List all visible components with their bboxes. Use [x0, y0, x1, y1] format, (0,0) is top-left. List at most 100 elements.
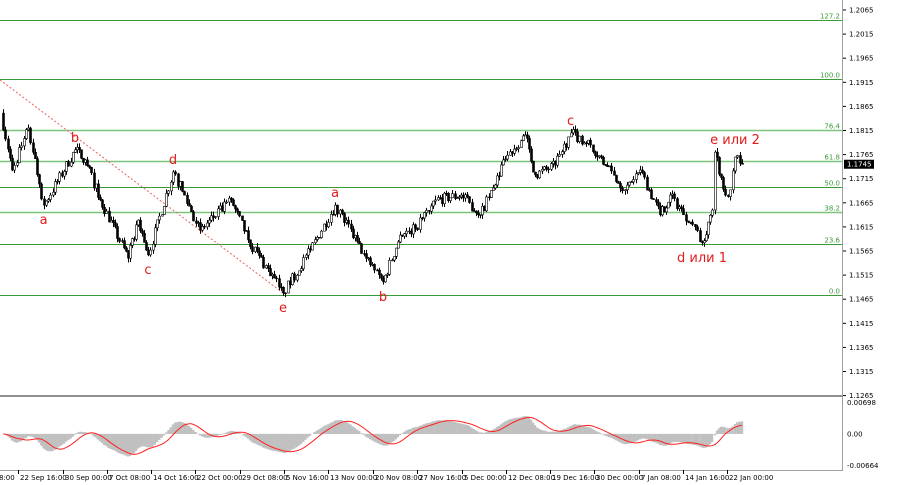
histogram-bar [109, 433, 112, 450]
histogram-bar [77, 431, 81, 434]
histogram-bar [444, 420, 448, 434]
histogram-bar [317, 429, 321, 434]
candles [2, 109, 744, 298]
candle [574, 125, 577, 136]
candle [49, 192, 52, 203]
histogram-bar [149, 433, 152, 448]
histogram-bar [94, 433, 97, 438]
price-tick-label: 1.1865 [849, 103, 874, 111]
candle [114, 219, 117, 229]
histogram-bar [599, 433, 602, 434]
trend-line[interactable] [0, 79, 284, 294]
candle [163, 205, 166, 215]
candle [594, 150, 597, 159]
histogram-bar [425, 423, 428, 434]
histogram-bar [360, 433, 363, 434]
histogram-bar [478, 432, 482, 434]
histogram-bar [431, 421, 435, 434]
candle [16, 159, 19, 168]
histogram-bar [344, 421, 348, 434]
histogram-bar [64, 433, 68, 442]
candle [694, 224, 697, 231]
fibonacci-retracement[interactable]: 127.2 100.0 76.4 61.8 50.0 38.2 23.6 0.0 [0, 13, 842, 296]
candle [327, 218, 330, 229]
price-axis[interactable]: 1.2065 1.2015 1.1965 1.1915 1.1865 1.1815 1.17… [843, 7, 874, 401]
histogram-bar [223, 433, 226, 434]
candle [485, 194, 488, 213]
candle [714, 150, 717, 215]
candle [95, 183, 98, 192]
price-tick-label: 1.1615 [849, 223, 874, 231]
histogram-bar [120, 433, 123, 454]
histogram-bar [643, 433, 646, 439]
candle [652, 198, 655, 200]
candle [262, 254, 265, 269]
histogram-bar [717, 428, 721, 434]
time-tick-label: 5 Nov 16:00 [286, 474, 329, 482]
candle [2, 109, 5, 132]
histogram-bar [413, 427, 417, 434]
candle [63, 169, 66, 180]
histogram-bar [275, 433, 278, 452]
candle [610, 163, 613, 174]
candle [619, 181, 622, 193]
wave-label: a [40, 213, 48, 228]
histogram-bar [733, 424, 737, 434]
histogram-bar [476, 431, 480, 434]
histogram-bar [459, 423, 463, 434]
histogram-bar [227, 431, 230, 434]
candle [97, 179, 100, 200]
candle [13, 162, 16, 174]
oscillator-pane[interactable] [2, 416, 744, 457]
candle [517, 145, 520, 153]
histogram-bar [169, 427, 172, 434]
histogram-bar [379, 433, 383, 445]
histogram-bar [69, 433, 72, 439]
histogram-bar [525, 416, 529, 434]
histogram-bar [136, 433, 140, 449]
histogram-bar [46, 433, 50, 452]
histogram-bar [614, 433, 617, 441]
candle [741, 159, 744, 165]
candle [221, 202, 224, 212]
candle [219, 202, 222, 210]
candle [192, 209, 195, 222]
histogram-bar [702, 433, 706, 448]
histogram-bar [529, 419, 533, 434]
candle [541, 166, 544, 175]
price-tick-label: 1.1365 [849, 344, 874, 352]
candle [496, 172, 499, 188]
candle [466, 191, 469, 199]
candle [547, 166, 550, 174]
histogram-bar [290, 433, 294, 450]
histogram-bar [610, 433, 613, 438]
candle [67, 159, 70, 167]
candle [464, 192, 467, 202]
fib-level-label: 100.0 [820, 72, 840, 80]
histogram-bar [375, 433, 378, 443]
histogram-bar [693, 433, 696, 446]
candle [133, 236, 136, 242]
histogram-bar [192, 430, 195, 434]
candle [412, 222, 415, 239]
candle [665, 205, 668, 215]
histogram-bar [128, 433, 132, 456]
candle [711, 208, 714, 218]
candle [602, 155, 605, 166]
histogram-bar [225, 432, 228, 434]
candle [54, 178, 57, 195]
candle [123, 237, 126, 250]
histogram-bar [736, 422, 739, 434]
fib-level-label: 50.0 [824, 180, 840, 188]
histogram-bar [60, 433, 63, 446]
candle [232, 198, 235, 207]
histogram-bar [297, 433, 300, 446]
histogram-bar [584, 426, 588, 434]
histogram-bar [553, 431, 557, 434]
histogram-bar [324, 425, 328, 434]
price-tick-label: 1.1665 [849, 199, 874, 207]
candle [251, 243, 254, 255]
